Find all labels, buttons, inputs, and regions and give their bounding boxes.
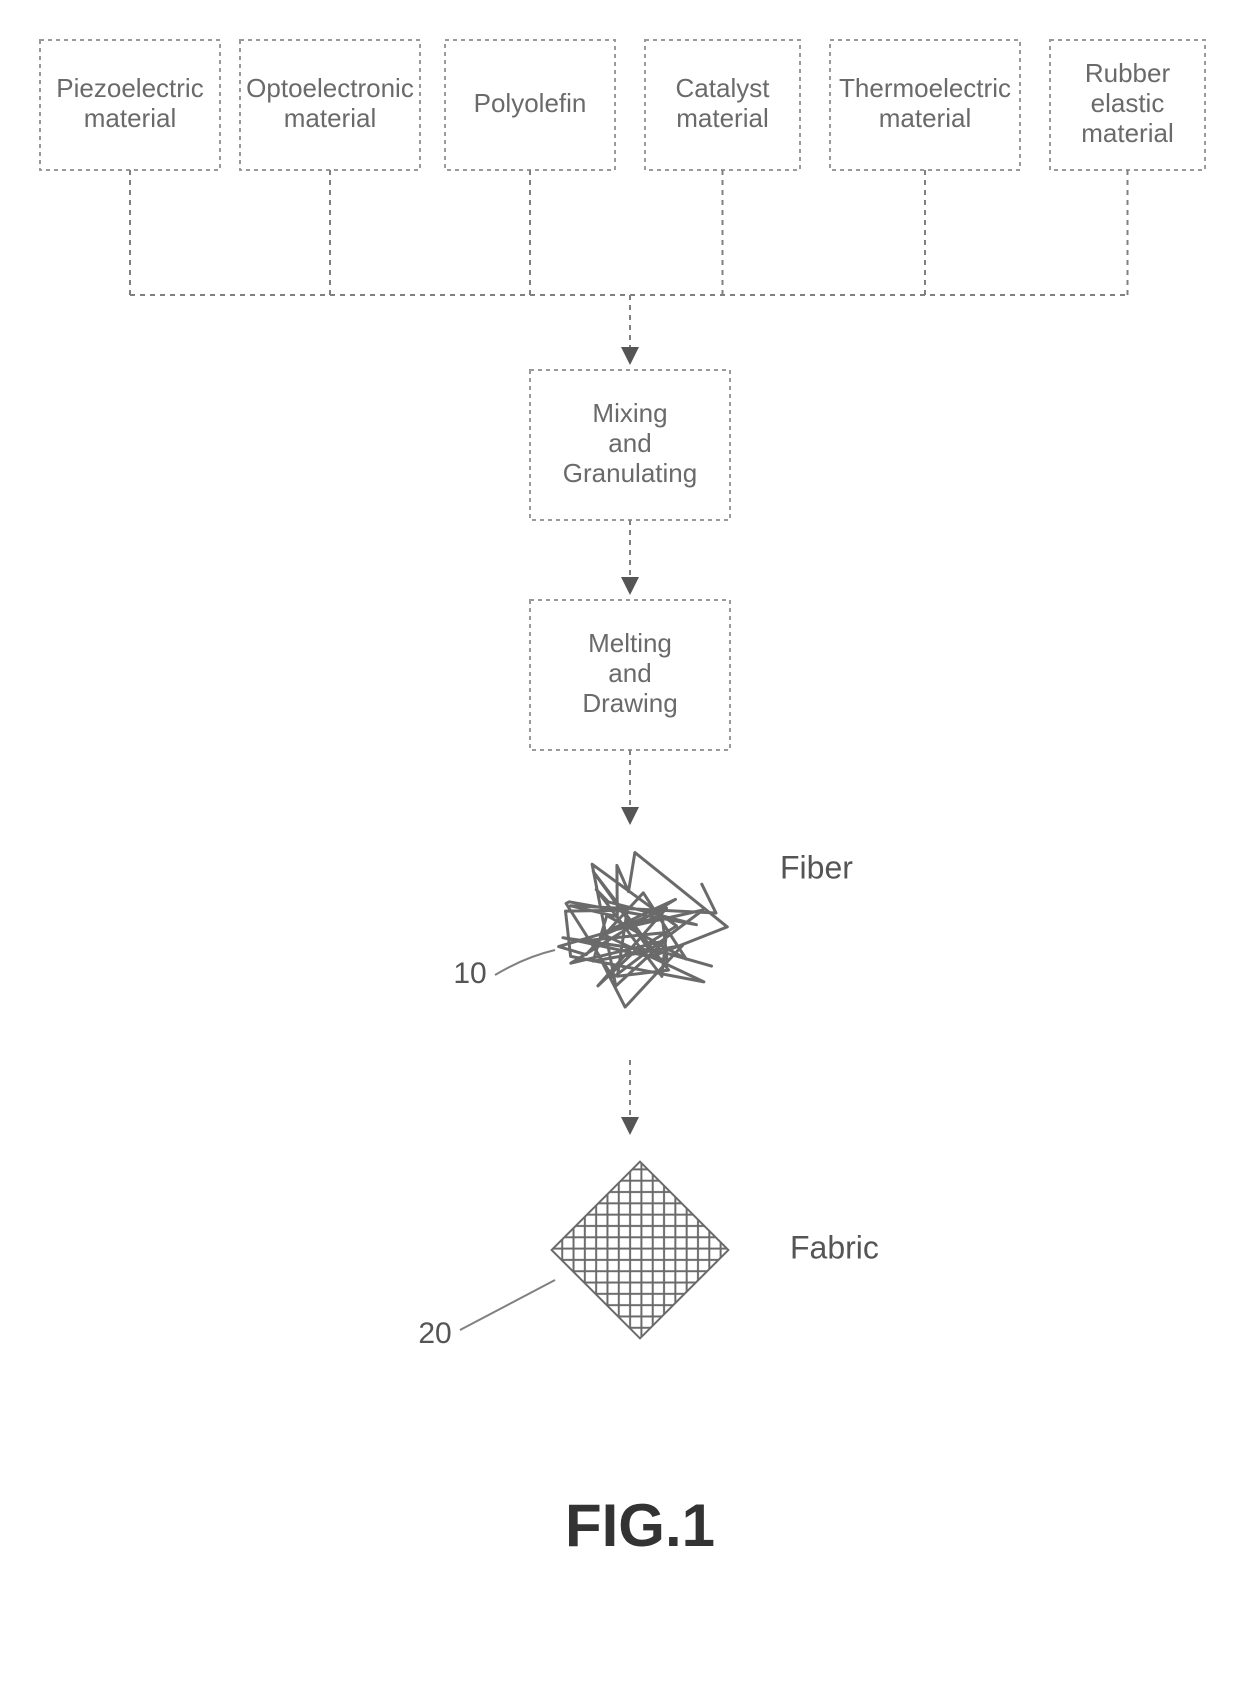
fabric-label: Fabric: [790, 1229, 879, 1265]
process-box-mix-label: Mixing: [592, 398, 667, 428]
process-box-melt-label: Drawing: [582, 688, 677, 718]
input-box-piezo: Piezoelectricmaterial: [40, 40, 220, 170]
fiber-icon: Fiber 10: [453, 849, 853, 1007]
process-box-mix-label: Granulating: [563, 458, 697, 488]
fabric-ref: 20: [418, 1317, 451, 1350]
process-box-mix-label: and: [608, 428, 651, 458]
input-box-rubber-label: Rubber: [1085, 58, 1171, 88]
input-box-catalyst-label: Catalyst: [676, 73, 771, 103]
input-box-thermo-label: Thermoelectric: [839, 73, 1011, 103]
process-box-melt-label: and: [608, 658, 651, 688]
process-box-mix: MixingandGranulating: [530, 370, 730, 520]
input-box-catalyst-label: material: [676, 103, 768, 133]
input-box-catalyst: Catalystmaterial: [645, 40, 800, 170]
process-box-melt-label: Melting: [588, 628, 672, 658]
fiber-label: Fiber: [780, 849, 853, 885]
input-box-poly-label: Polyolefin: [474, 88, 587, 118]
input-box-thermo: Thermoelectricmaterial: [830, 40, 1020, 170]
input-box-rubber: Rubberelasticmaterial: [1050, 40, 1205, 170]
input-box-thermo-label: material: [879, 103, 971, 133]
fabric-icon: Fabric 20: [418, 1162, 879, 1350]
figure-label: FIG.1: [565, 1492, 715, 1559]
process-box-melt: MeltingandDrawing: [530, 600, 730, 750]
input-box-piezo-label: material: [84, 103, 176, 133]
input-box-piezo-label: Piezoelectric: [56, 73, 203, 103]
input-box-poly: Polyolefin: [445, 40, 615, 170]
fiber-leader: [495, 950, 555, 975]
input-box-rubber-label: material: [1081, 118, 1173, 148]
input-box-opto: Optoelectronicmaterial: [240, 40, 420, 170]
input-box-opto-label: Optoelectronic: [246, 73, 414, 103]
input-box-rubber-label: elastic: [1091, 88, 1165, 118]
fabric-leader: [460, 1280, 555, 1330]
input-box-opto-label: material: [284, 103, 376, 133]
fiber-ref: 10: [453, 957, 486, 990]
